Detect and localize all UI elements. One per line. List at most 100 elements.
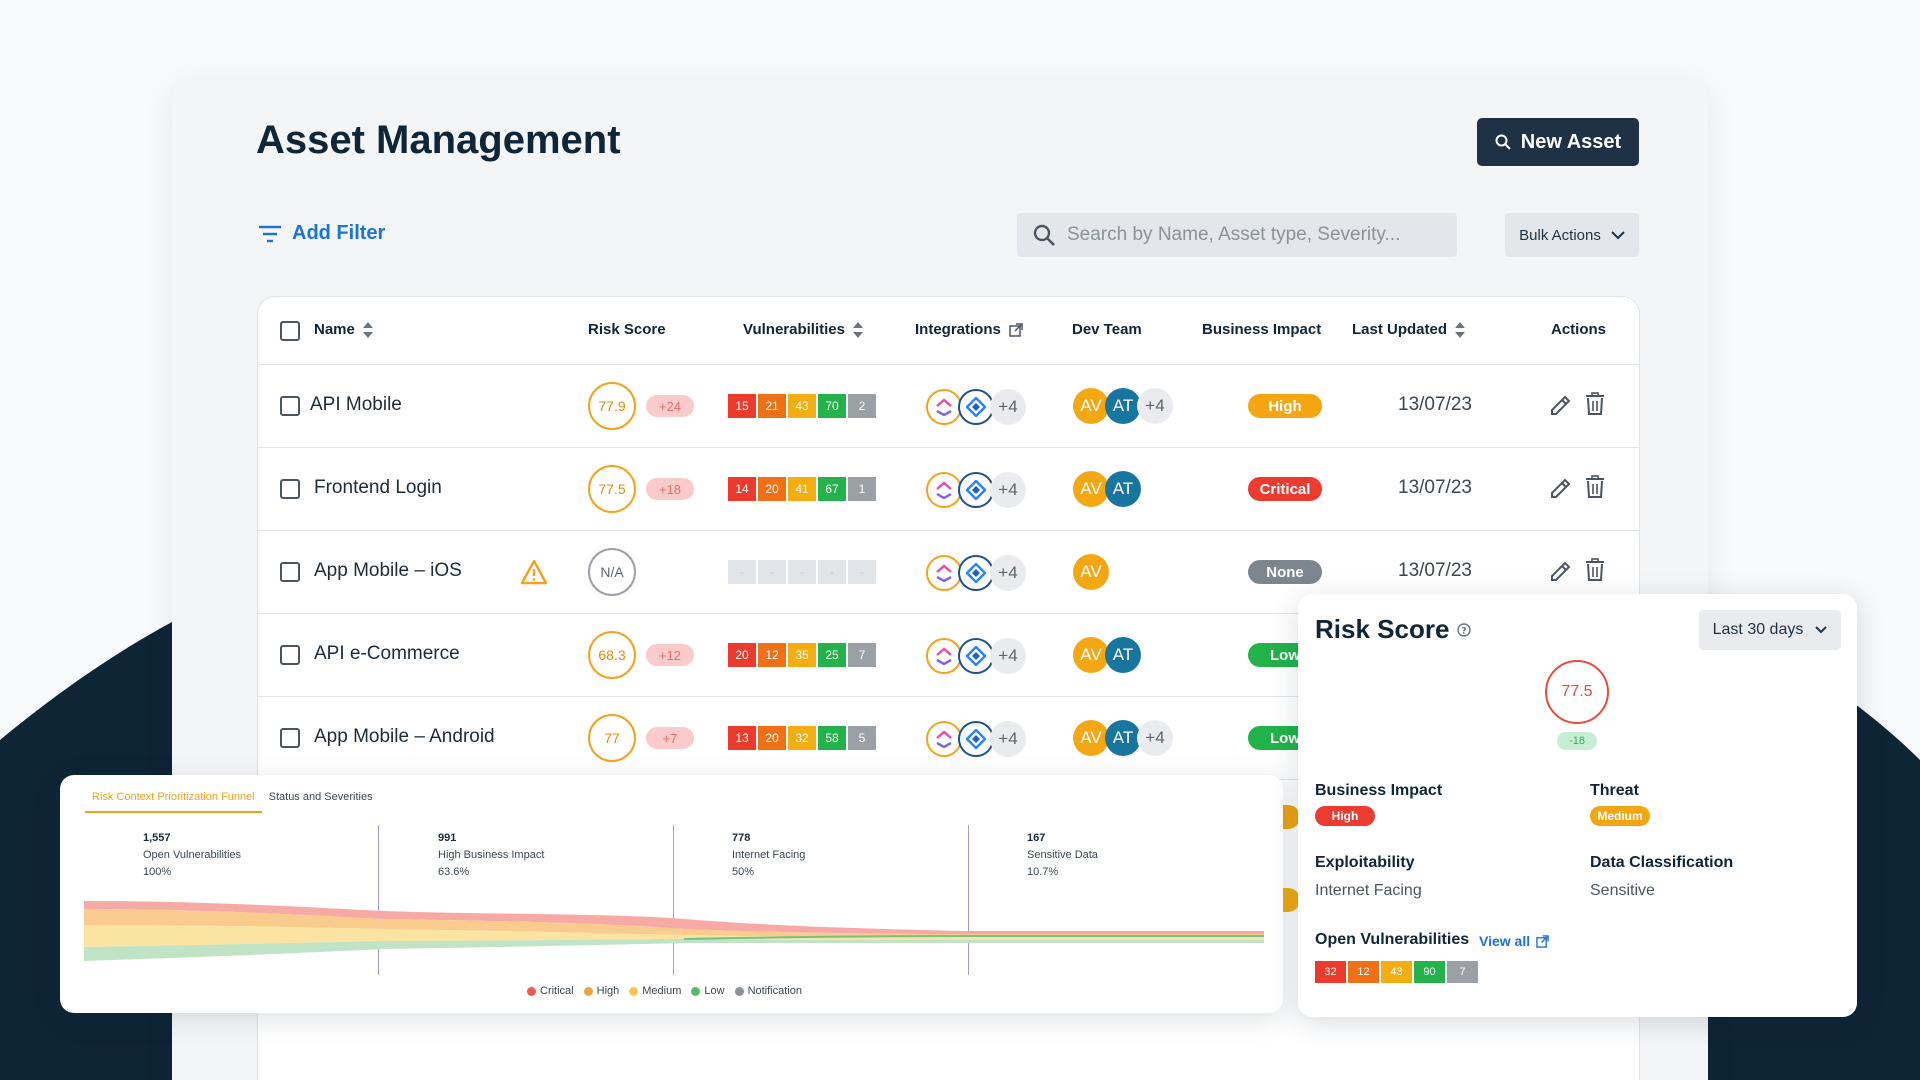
trash-icon[interactable] [1585,392,1605,416]
legend-item-notification[interactable]: Notification [734,985,802,997]
date-range-dropdown[interactable]: Last 30 days [1699,610,1841,650]
vuln-notification-count: 5 [848,726,876,750]
team-more-count[interactable]: +4 [1137,720,1173,756]
team-more-count[interactable]: +4 [1137,388,1173,424]
pencil-icon[interactable] [1549,476,1573,500]
trash-icon[interactable] [1585,475,1605,499]
pencil-icon[interactable] [1549,393,1573,417]
integrations-group[interactable]: +4 [926,721,1036,757]
select-all-checkbox[interactable] [280,321,300,341]
avatar[interactable]: AT [1105,720,1141,756]
row-checkbox[interactable] [280,562,300,582]
column-last-updated-label: Last Updated [1352,321,1448,338]
avatar[interactable]: AV [1073,720,1109,756]
column-integrations[interactable]: Integrations [915,321,1023,338]
date-range-label: Last 30 days [1712,621,1804,638]
avatar[interactable]: AV [1073,554,1109,590]
row-checkbox[interactable] [280,728,300,748]
last-updated-date: 13/07/23 [1398,560,1472,581]
integrations-more-count[interactable]: +4 [990,472,1026,508]
asset-name[interactable]: App Mobile – iOS [314,560,462,581]
vulnerability-bar: 15 21 43 70 2 [728,394,876,418]
row-checkbox[interactable] [280,479,300,499]
funnel-stage: 167 Sensitive Data 10.7% [1027,832,1098,878]
row-checkbox[interactable] [280,396,300,416]
bulk-actions-dropdown[interactable]: Bulk Actions [1505,213,1639,257]
tab-status-severities[interactable]: Status and Severities [268,791,373,803]
jira-icon [958,472,994,508]
integrations-more-count[interactable]: +4 [990,389,1026,425]
stage-percent: 100% [143,866,172,878]
integrations-group[interactable]: +4 [926,555,1036,591]
funnel-band-low [84,939,1264,961]
risk-vulnerability-bar: 32 12 43 90 7 [1315,961,1478,983]
column-last-updated[interactable]: Last Updated [1352,321,1466,338]
funnel-legend: Critical High Medium Low Notification [527,985,802,997]
integrations-more-count[interactable]: +4 [990,638,1026,674]
table-row[interactable]: API Mobile 77.9 +24 15 21 43 70 2 +4 AV … [258,365,1639,448]
stage-divider [378,825,379,975]
asset-name[interactable]: API Mobile [310,394,402,415]
pencil-icon[interactable] [1549,559,1573,583]
question-circle-icon[interactable]: ? [1457,622,1472,637]
legend-item-medium[interactable]: Medium [629,985,681,997]
page-title: Asset Management [256,118,621,162]
funnel-edge-line [683,935,1264,940]
column-risk-score: Risk Score [588,321,666,338]
integrations-group[interactable]: +4 [926,389,1036,425]
asset-name[interactable]: App Mobile – Android [314,726,495,747]
legend-item-low[interactable]: Low [691,985,725,997]
funnel-tabs: Risk Context Prioritization Funnel Statu… [85,791,380,813]
avatar[interactable]: AV [1073,637,1109,673]
business-impact-label: Business Impact [1315,782,1443,799]
stage-value: 991 [438,832,457,844]
stage-label: High Business Impact [438,849,545,861]
funnel-stage: 991 High Business Impact 63.6% [438,832,544,878]
integrations-group[interactable]: +4 [926,638,1036,674]
impact-badge: High [1248,394,1322,418]
trash-icon[interactable] [1585,558,1605,582]
avatar[interactable]: AT [1105,637,1141,673]
vuln-medium-count: 43 [1381,961,1412,983]
asset-name[interactable]: API e-Commerce [314,643,460,664]
row-checkbox[interactable] [280,645,300,665]
vuln-high-count: 20 [758,726,786,750]
integrations-more-count[interactable]: +4 [990,555,1026,591]
search-input[interactable] [1067,224,1447,246]
column-name[interactable]: Name [314,321,373,338]
new-asset-button[interactable]: New Asset [1477,118,1639,166]
bulk-actions-label: Bulk Actions [1519,226,1601,244]
avatar[interactable]: AT [1105,471,1141,507]
vuln-critical-count: - [728,560,756,584]
avatar[interactable]: AT [1105,388,1141,424]
column-dev-team: Dev Team [1072,321,1142,338]
vuln-notification-count: 1 [848,477,876,501]
table-row[interactable]: API e-Commerce 68.3 +12 20 12 35 25 7 +4… [258,614,1639,697]
column-risk-score-label: Risk Score [588,321,666,338]
clickup-icon [926,472,962,508]
search-icon [1495,134,1511,150]
stage-value: 1,557 [143,832,171,844]
risk-score-badge: 77.5 [588,465,636,513]
tab-risk-context-funnel[interactable]: Risk Context Prioritization Funnel [85,791,262,813]
avatar[interactable]: AV [1073,388,1109,424]
table-row[interactable]: Frontend Login 77.5 +18 14 20 41 67 1 +4… [258,448,1639,531]
column-dev-team-label: Dev Team [1072,321,1142,338]
stage-label: Internet Facing [732,849,806,861]
view-all-link[interactable]: View all [1479,933,1549,949]
column-vulnerabilities[interactable]: Vulnerabilities [743,321,863,338]
add-filter-button[interactable]: Add Filter [258,222,385,245]
risk-score-badge: N/A [588,548,636,596]
table-row[interactable]: App Mobile – Android 77 +7 13 20 32 58 5… [258,697,1639,780]
asset-name[interactable]: Frontend Login [314,477,442,498]
warning-triangle-icon[interactable] [520,559,548,585]
table-row[interactable]: App Mobile – iOS N/A - - - - - +4 AV Non… [258,531,1639,614]
avatar[interactable]: AV [1073,471,1109,507]
risk-delta-badge: +12 [646,644,694,666]
new-asset-label: New Asset [1520,130,1622,153]
clickup-icon [926,721,962,757]
integrations-group[interactable]: +4 [926,472,1036,508]
legend-item-high[interactable]: High [583,985,619,997]
legend-item-critical[interactable]: Critical [527,985,574,997]
integrations-more-count[interactable]: +4 [990,721,1026,757]
